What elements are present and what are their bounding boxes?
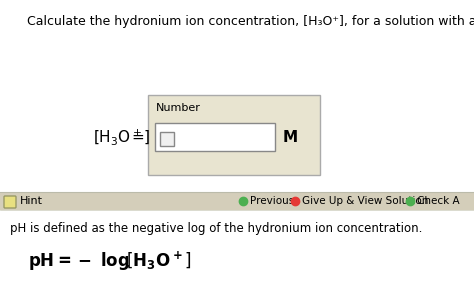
- Text: $\left[\mathrm{H_3O^+}\right]$: $\left[\mathrm{H_3O^+}\right]$: [93, 127, 150, 147]
- Text: Hint: Hint: [20, 196, 43, 206]
- FancyBboxPatch shape: [4, 196, 16, 208]
- Text: M: M: [283, 129, 298, 144]
- Bar: [155, 123, 275, 151]
- Text: Calculate the hydronium ion concentration, [H₃O⁺], for a solution with a pH of 1: Calculate the hydronium ion concentratio…: [27, 15, 474, 28]
- Text: pH is defined as the negative log of the hydronium ion concentration.: pH is defined as the negative log of the…: [10, 222, 422, 235]
- Text: Previous: Previous: [250, 196, 294, 206]
- Text: Number: Number: [156, 103, 201, 113]
- Text: =: =: [132, 129, 145, 144]
- Text: Give Up & View Solution: Give Up & View Solution: [302, 196, 428, 206]
- Text: Check A: Check A: [417, 196, 460, 206]
- Bar: [160, 132, 174, 146]
- Text: $\mathbf{pH = -\ log\!\left[H_3O^+\right]}$: $\mathbf{pH = -\ log\!\left[H_3O^+\right…: [28, 250, 191, 273]
- Bar: [148, 95, 320, 175]
- Bar: [0, 192, 474, 210]
